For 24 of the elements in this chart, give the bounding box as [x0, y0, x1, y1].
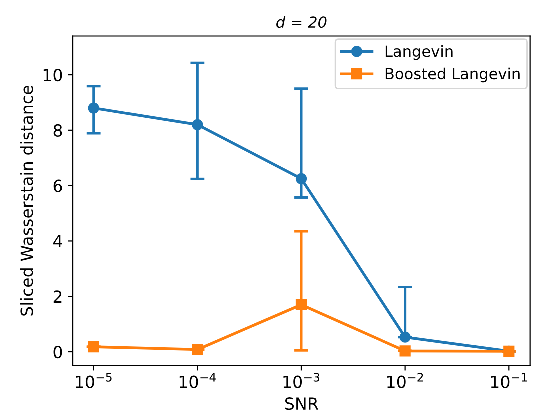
point: [88, 102, 100, 114]
y-tick-label: 6: [54, 180, 62, 192]
point: [400, 332, 411, 343]
point: [400, 346, 411, 357]
y-axis-title: Sliced Wasserstain distance: [20, 86, 34, 316]
y-tick-label: 4: [54, 235, 62, 248]
point: [88, 341, 100, 353]
y-tick-label: 10: [44, 68, 62, 82]
x-axis-title: SNR: [285, 398, 319, 410]
point: [296, 299, 308, 310]
x-tick-label: 10$^{−3}$: [284, 373, 320, 388]
legend-label: Boosted Langevin: [386, 68, 520, 83]
x-tick-label: 10$^{−2}$: [388, 373, 424, 388]
y-tick-label: 2: [54, 290, 62, 303]
point: [192, 119, 204, 130]
chart-title: d = 20: [276, 16, 327, 28]
y-tick-label: 8: [54, 124, 62, 137]
x-tick-label: 10$^{−1}$: [491, 373, 528, 388]
x-tick-label: 10$^{−5}$: [76, 373, 112, 388]
x-tick-label: 10$^{−4}$: [180, 373, 216, 388]
point: [192, 344, 204, 356]
y-tick-label: 0: [54, 346, 62, 359]
point: [296, 173, 308, 184]
legend-label: Langevin: [386, 45, 453, 60]
